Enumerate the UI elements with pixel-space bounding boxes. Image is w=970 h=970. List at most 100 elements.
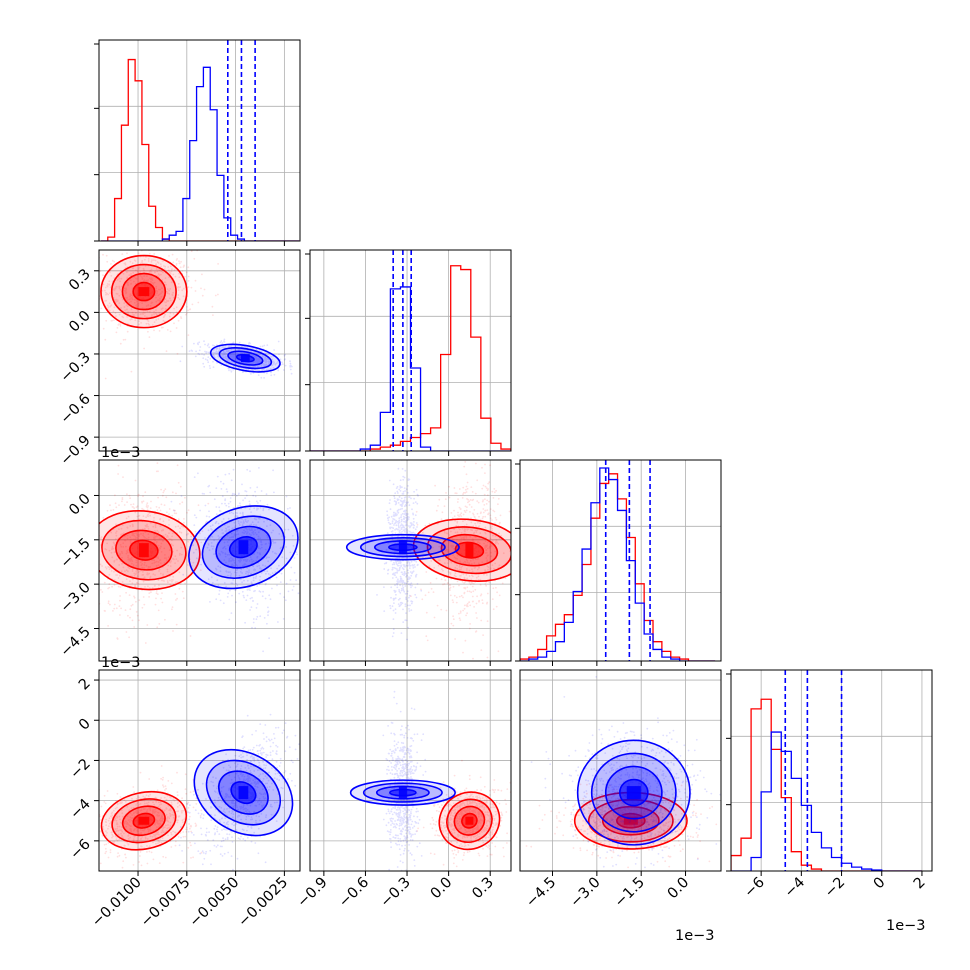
scatter-point xyxy=(449,572,452,574)
scatter-point xyxy=(246,521,248,523)
scatter-point xyxy=(136,614,139,617)
scatter-point xyxy=(394,532,397,535)
scatter-point xyxy=(212,314,214,316)
scatter-point xyxy=(117,829,120,832)
scatter-point xyxy=(223,346,226,349)
scatter-point xyxy=(143,279,146,282)
scatter-point xyxy=(156,814,159,816)
scatter-point xyxy=(117,852,119,854)
scatter-point xyxy=(128,567,131,570)
scatter-point xyxy=(257,369,260,372)
scatter-point xyxy=(249,506,252,509)
scatter-point xyxy=(199,815,202,817)
scatter-point xyxy=(406,574,408,577)
scatter-point xyxy=(389,607,392,610)
scatter-point xyxy=(177,296,180,299)
scatter-point xyxy=(260,543,263,546)
scatter-point xyxy=(169,579,171,582)
scatter-point xyxy=(401,530,403,533)
scatter-point xyxy=(392,618,395,620)
scatter-point xyxy=(99,270,102,272)
scatter-point xyxy=(401,492,404,495)
scatter-point xyxy=(162,319,165,322)
scatter-point xyxy=(497,566,500,569)
scatter-point xyxy=(488,546,491,548)
scatter-point xyxy=(174,525,177,528)
scatter-point xyxy=(133,791,136,794)
scatter-point xyxy=(453,556,456,559)
scatter-point xyxy=(396,513,398,516)
scatter-point xyxy=(259,575,261,578)
scatter-point xyxy=(253,361,256,363)
scatter-point xyxy=(141,507,143,510)
scatter-point xyxy=(485,503,488,505)
scatter-point xyxy=(402,510,405,513)
scatter-point xyxy=(224,498,227,501)
scatter-point xyxy=(228,528,231,531)
scatter-point xyxy=(210,545,213,548)
scatter-point xyxy=(254,355,256,358)
scatter-point xyxy=(408,535,410,538)
scatter-point xyxy=(406,517,409,520)
scatter-point xyxy=(401,505,403,507)
scatter-point xyxy=(472,532,475,535)
scatter-point xyxy=(497,650,500,653)
scatter-point xyxy=(419,530,422,533)
scatter-point xyxy=(412,513,415,516)
scatter-point xyxy=(411,600,414,603)
scatter-point xyxy=(126,271,128,274)
scatter-point xyxy=(410,524,413,527)
scatter-point xyxy=(253,355,256,358)
scatter-point xyxy=(495,489,497,492)
scatter-point xyxy=(141,567,144,569)
scatter-point xyxy=(134,585,136,587)
scatter-point xyxy=(400,587,403,590)
scatter-point xyxy=(115,574,117,576)
scatter-point xyxy=(172,312,175,315)
scatter-point xyxy=(182,831,184,833)
scatter-point xyxy=(282,369,285,371)
scatter-point xyxy=(228,618,231,621)
scatter-point xyxy=(162,326,164,329)
scatter-point xyxy=(222,518,225,520)
scatter-point xyxy=(266,372,268,375)
scatter-point xyxy=(178,272,181,275)
scatter-point xyxy=(193,342,195,345)
scatter-point xyxy=(151,301,154,304)
scatter-point xyxy=(116,574,119,576)
scatter-point xyxy=(106,292,108,295)
scatter-point xyxy=(146,502,149,505)
scatter-point xyxy=(478,566,481,569)
scatter-point xyxy=(411,584,413,587)
scatter-point xyxy=(152,282,155,285)
scatter-point xyxy=(181,501,184,504)
scatter-point xyxy=(486,489,489,491)
scatter-point xyxy=(150,268,153,271)
scatter-point xyxy=(119,280,121,283)
scatter-point xyxy=(248,365,251,368)
scatter-point xyxy=(134,511,137,514)
scatter-point xyxy=(162,491,165,494)
scatter-point xyxy=(119,544,122,546)
scatter-point xyxy=(484,463,486,466)
scatter-point xyxy=(134,260,137,262)
scatter-point xyxy=(486,494,489,496)
scatter-point xyxy=(108,586,111,589)
scatter-point xyxy=(415,575,417,578)
contour-blue xyxy=(227,350,264,366)
scatter-point xyxy=(133,835,136,838)
scatter-point xyxy=(246,594,249,597)
scatter-point xyxy=(399,485,401,487)
scatter-point xyxy=(393,567,396,569)
scatter-point xyxy=(454,519,456,522)
scatter-point xyxy=(472,538,474,541)
scatter-point xyxy=(170,803,173,806)
scatter-point xyxy=(485,584,487,587)
scatter-point xyxy=(155,313,158,316)
scatter-point xyxy=(486,541,489,544)
scatter-point xyxy=(474,529,477,532)
scatter-point xyxy=(102,327,105,330)
scatter-point xyxy=(277,621,279,623)
scatter-point xyxy=(147,279,150,281)
scatter-point xyxy=(143,279,146,282)
